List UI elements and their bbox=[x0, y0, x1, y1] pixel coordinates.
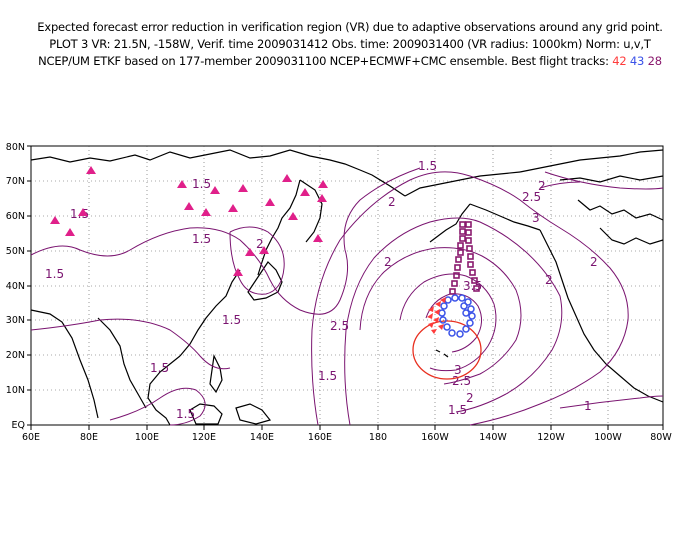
contour-label: 1.5 bbox=[318, 369, 337, 383]
observation-triangles bbox=[50, 166, 328, 276]
contour-label: 3 bbox=[454, 363, 462, 377]
lon-label: 100W bbox=[594, 432, 622, 443]
plot-header: Expected forecast error reduction in ver… bbox=[0, 0, 700, 80]
lon-label: 60E bbox=[22, 432, 40, 443]
flight-track-43 bbox=[438, 294, 476, 338]
lat-label: 20N bbox=[6, 350, 25, 361]
title-line-3: NCEP/UM ETKF based on 177-member 2009031… bbox=[0, 54, 700, 68]
contour-label: 2.5 bbox=[330, 319, 349, 333]
title-line-1: Expected forecast error reduction in ver… bbox=[37, 20, 663, 34]
lon-label: 180 bbox=[369, 432, 387, 443]
contour-label: 2 bbox=[256, 237, 264, 251]
contour-label: 2 bbox=[590, 255, 598, 269]
flight-track-42 bbox=[427, 297, 446, 334]
graticule bbox=[31, 146, 663, 425]
track-id-42: 42 bbox=[612, 54, 627, 68]
lat-label: 70N bbox=[6, 176, 25, 187]
contour-label: 1.5 bbox=[222, 313, 241, 327]
lat-label: 10N bbox=[6, 385, 25, 396]
contour-label: 1.5 bbox=[45, 267, 64, 281]
map-frame bbox=[30, 145, 664, 426]
lon-label: 160W bbox=[421, 432, 449, 443]
axis-ticks bbox=[27, 145, 664, 430]
contour-label: 1.5 bbox=[448, 403, 467, 417]
contour-label: 2 bbox=[538, 179, 546, 193]
verification-region-circle bbox=[412, 320, 482, 380]
contour-label: 2.5 bbox=[522, 190, 541, 204]
lat-label: EQ bbox=[12, 420, 25, 431]
title-line-2: PLOT 3 VR: 21.5N, -158W, Verif. time 200… bbox=[49, 37, 651, 51]
contour-label: 3 bbox=[532, 211, 540, 225]
contour-label: 1.5 bbox=[192, 232, 211, 246]
coastlines bbox=[30, 149, 664, 426]
longitude-labels: 60E 80E 100E 120E 140E 160E 180 160W 140… bbox=[22, 432, 672, 443]
contour-labels: 1.5 1.5 1.5 1.5 1.5 1.5 1.5 1.5 1.5 1.5 … bbox=[45, 159, 598, 421]
flight-track-28 bbox=[449, 221, 480, 295]
lat-label: 30N bbox=[6, 315, 25, 326]
lon-label: 120E bbox=[192, 432, 216, 443]
contour-label: 1.5 bbox=[418, 159, 437, 173]
contour-label: 1 bbox=[584, 399, 592, 413]
lon-label: 160E bbox=[308, 432, 332, 443]
contour-label: 2 bbox=[388, 195, 396, 209]
lat-label: 50N bbox=[6, 246, 25, 257]
lon-label: 80W bbox=[650, 432, 672, 443]
lon-label: 100E bbox=[135, 432, 159, 443]
contour-label: 1.5 bbox=[192, 177, 211, 191]
latitude-labels: EQ 10N 20N 30N 40N 50N 60N 70N 80N bbox=[6, 142, 25, 431]
contour-label: 1.5 bbox=[176, 407, 195, 421]
lon-label: 80E bbox=[80, 432, 98, 443]
contour-label: 1.5 bbox=[150, 361, 169, 375]
contour-label: 2 bbox=[384, 255, 392, 269]
track-id-43: 43 bbox=[629, 54, 645, 68]
lat-label: 80N bbox=[6, 142, 25, 153]
contours bbox=[30, 167, 664, 426]
contour-label: 2 bbox=[545, 273, 553, 287]
contour-label: 2 bbox=[466, 391, 474, 405]
lon-label: 120W bbox=[537, 432, 565, 443]
lon-label: 140W bbox=[479, 432, 507, 443]
title-line-3-text: NCEP/UM ETKF based on 177-member 2009031… bbox=[38, 54, 609, 68]
lat-label: 60N bbox=[6, 211, 25, 222]
lat-label: 40N bbox=[6, 281, 25, 292]
track-id-28: 28 bbox=[647, 54, 662, 68]
lon-label: 140E bbox=[250, 432, 274, 443]
